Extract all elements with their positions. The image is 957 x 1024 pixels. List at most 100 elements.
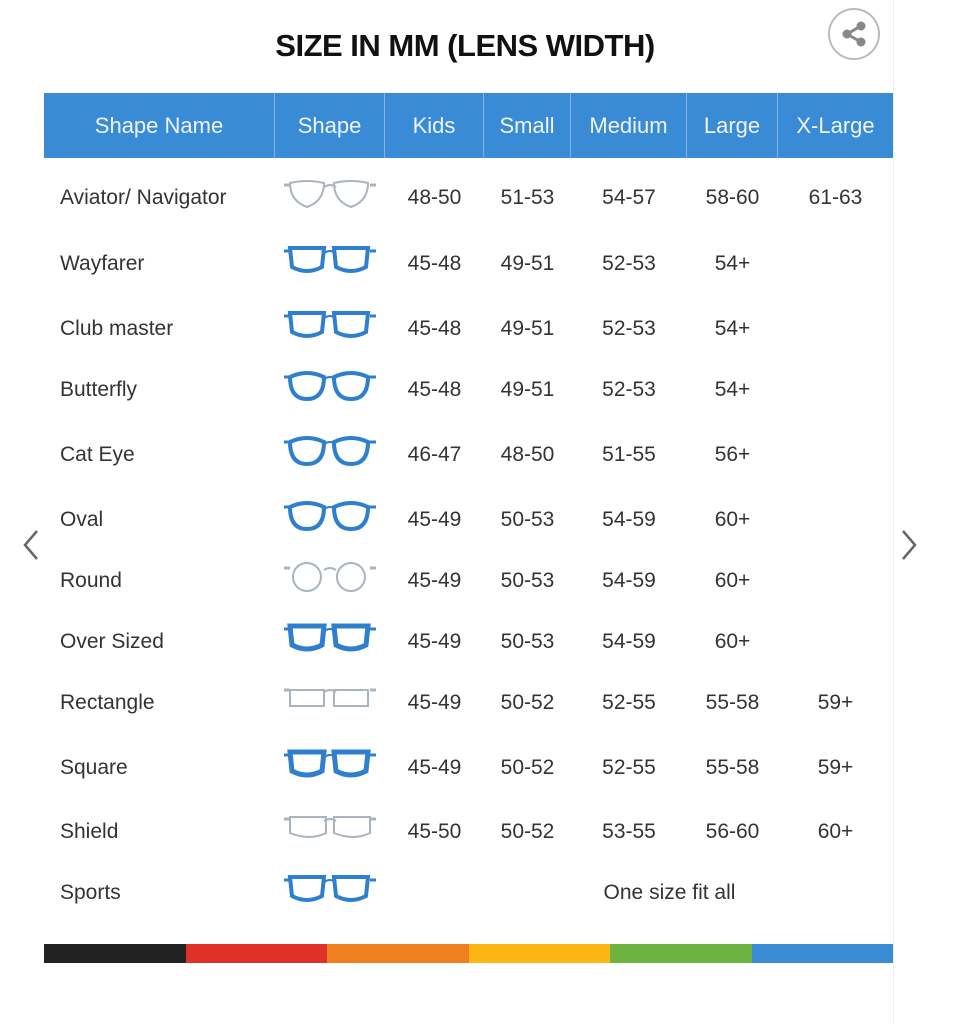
one-size-text: One size fit all xyxy=(603,881,736,904)
size-cell-small: 50-52 xyxy=(500,820,555,843)
column-header: Shape Name xyxy=(44,93,275,158)
size-cell-kids: 46-47 xyxy=(407,443,462,466)
column-header: Kids xyxy=(385,93,484,158)
chevron-left-icon xyxy=(23,530,38,560)
size-cell-x-large: 59+ xyxy=(817,691,854,714)
wayfarer-glasses-icon xyxy=(284,246,376,273)
color-bar-segment xyxy=(185,944,327,963)
size-cell-kids: 45-49 xyxy=(407,691,462,714)
shape-icon-cell xyxy=(275,811,385,853)
color-bar-segment xyxy=(44,944,186,963)
next-button[interactable] xyxy=(894,525,924,565)
size-cell-kids: 45-49 xyxy=(407,630,462,653)
size-cell-kids: 45-48 xyxy=(407,317,462,340)
sports-glasses-icon xyxy=(284,875,376,902)
size-cell-small: 48-50 xyxy=(500,443,555,466)
size-cell-small: 50-52 xyxy=(500,756,555,779)
size-cell-small: 51-53 xyxy=(500,186,555,209)
shape-name: Shield xyxy=(60,820,119,843)
size-cell-small: 49-51 xyxy=(500,252,555,275)
size-cell-large: 60+ xyxy=(714,630,751,653)
size-cell-medium: 52-53 xyxy=(602,252,656,275)
oval-glasses-icon xyxy=(284,501,376,532)
shape-icon-cell xyxy=(275,560,385,602)
table-row: Over Sized 45-49 50-53 54-59 60+ xyxy=(44,622,893,662)
table-row: Round 45-49 50-53 54-59 60+ xyxy=(44,561,893,601)
table-row: Sports One size fit all xyxy=(44,873,893,913)
share-button[interactable] xyxy=(828,8,880,60)
size-cell-x-large: 59+ xyxy=(817,756,854,779)
rectangle-glasses-icon xyxy=(284,688,376,707)
clubmaster-glasses-icon xyxy=(284,311,376,338)
butterfly-glasses-icon xyxy=(284,371,376,402)
table-row: Wayfarer 45-48 49-51 52-53 54+ xyxy=(44,244,893,284)
page-title: SIZE IN MM (LENS WIDTH) xyxy=(275,28,655,63)
table-row: Oval 45-49 50-53 54-59 60+ xyxy=(44,500,893,540)
size-cell-kids: 45-49 xyxy=(407,756,462,779)
prev-button[interactable] xyxy=(16,525,46,565)
size-cell-kids: 45-49 xyxy=(407,569,462,592)
size-cell-large: 54+ xyxy=(714,317,751,340)
shape-name: Over Sized xyxy=(60,630,164,653)
size-cell-large: 56+ xyxy=(714,443,751,466)
shape-name: Rectangle xyxy=(60,691,155,714)
size-cell-large: 55-58 xyxy=(705,691,760,714)
size-cell-kids: 45-50 xyxy=(407,820,462,843)
shape-name: Round xyxy=(60,569,122,592)
size-cell-medium: 54-59 xyxy=(602,508,656,531)
shape-name: Club master xyxy=(60,317,174,340)
size-cell-medium: 52-55 xyxy=(602,691,656,714)
size-cell-medium: 51-55 xyxy=(602,443,656,466)
size-cell-large: 55-58 xyxy=(705,756,760,779)
shape-name: Cat Eye xyxy=(60,443,135,466)
share-icon xyxy=(842,21,866,47)
table-row: Cat Eye 46-47 48-50 51-55 56+ xyxy=(44,435,893,475)
oversized-glasses-icon xyxy=(284,623,376,652)
column-header: Large xyxy=(687,93,778,158)
table-row: Square 45-49 50-52 52-55 55-58 59+ xyxy=(44,748,893,788)
size-cell-kids: 48-50 xyxy=(407,186,462,209)
shape-icon-cell xyxy=(275,243,385,285)
color-bar-segment xyxy=(327,944,469,963)
chevron-right-icon xyxy=(902,530,917,560)
color-bar xyxy=(44,944,893,963)
size-cell-medium: 54-59 xyxy=(602,569,656,592)
size-cell-medium: 54-59 xyxy=(602,630,656,653)
size-cell-small: 50-53 xyxy=(500,508,555,531)
size-cell-large: 54+ xyxy=(714,252,751,275)
shape-icon-cell xyxy=(275,177,385,219)
shape-icon-cell xyxy=(275,499,385,541)
color-bar-segment xyxy=(468,944,610,963)
right-margin xyxy=(893,0,957,1024)
shape-icon-cell xyxy=(275,747,385,789)
table-row: Club master 45-48 49-51 52-53 54+ xyxy=(44,309,893,349)
size-cell-small: 50-53 xyxy=(500,569,555,592)
size-cell-kids: 45-48 xyxy=(407,378,462,401)
shape-icon-cell xyxy=(275,872,385,914)
shield-glasses-icon xyxy=(284,816,376,838)
size-cell-medium: 52-53 xyxy=(602,317,656,340)
cateye-glasses-icon xyxy=(284,436,376,467)
size-cell-small: 49-51 xyxy=(500,378,555,401)
column-header: Medium xyxy=(571,93,687,158)
column-header: Shape xyxy=(275,93,385,158)
aviator-glasses-icon xyxy=(284,180,376,209)
shape-name: Oval xyxy=(60,508,104,531)
table-row: Aviator/ Navigator 48-50 51-53 54-57 58-60 61… xyxy=(44,178,893,218)
table-row: Butterfly 45-48 49-51 52-53 54+ xyxy=(44,370,893,410)
table-row: Shield 45-50 50-52 53-55 56-60 60+ xyxy=(44,812,893,852)
square-glasses-icon xyxy=(284,749,376,778)
shape-icon-cell xyxy=(275,369,385,411)
size-cell-large: 56-60 xyxy=(705,820,760,843)
shape-name: Sports xyxy=(60,881,121,904)
size-cell-kids: 45-49 xyxy=(407,508,462,531)
size-cell-medium: 52-55 xyxy=(602,756,656,779)
table-row: Rectangle 45-49 50-52 52-55 55-58 59+ xyxy=(44,683,893,723)
size-cell-kids: 45-48 xyxy=(407,252,462,275)
shape-icon-cell xyxy=(275,682,385,724)
size-cell-large: 58-60 xyxy=(705,186,760,209)
shape-icon-cell xyxy=(275,434,385,476)
size-cell-medium: 53-55 xyxy=(602,820,656,843)
size-cell-x-large: 60+ xyxy=(817,820,854,843)
size-cell-small: 50-52 xyxy=(500,691,555,714)
